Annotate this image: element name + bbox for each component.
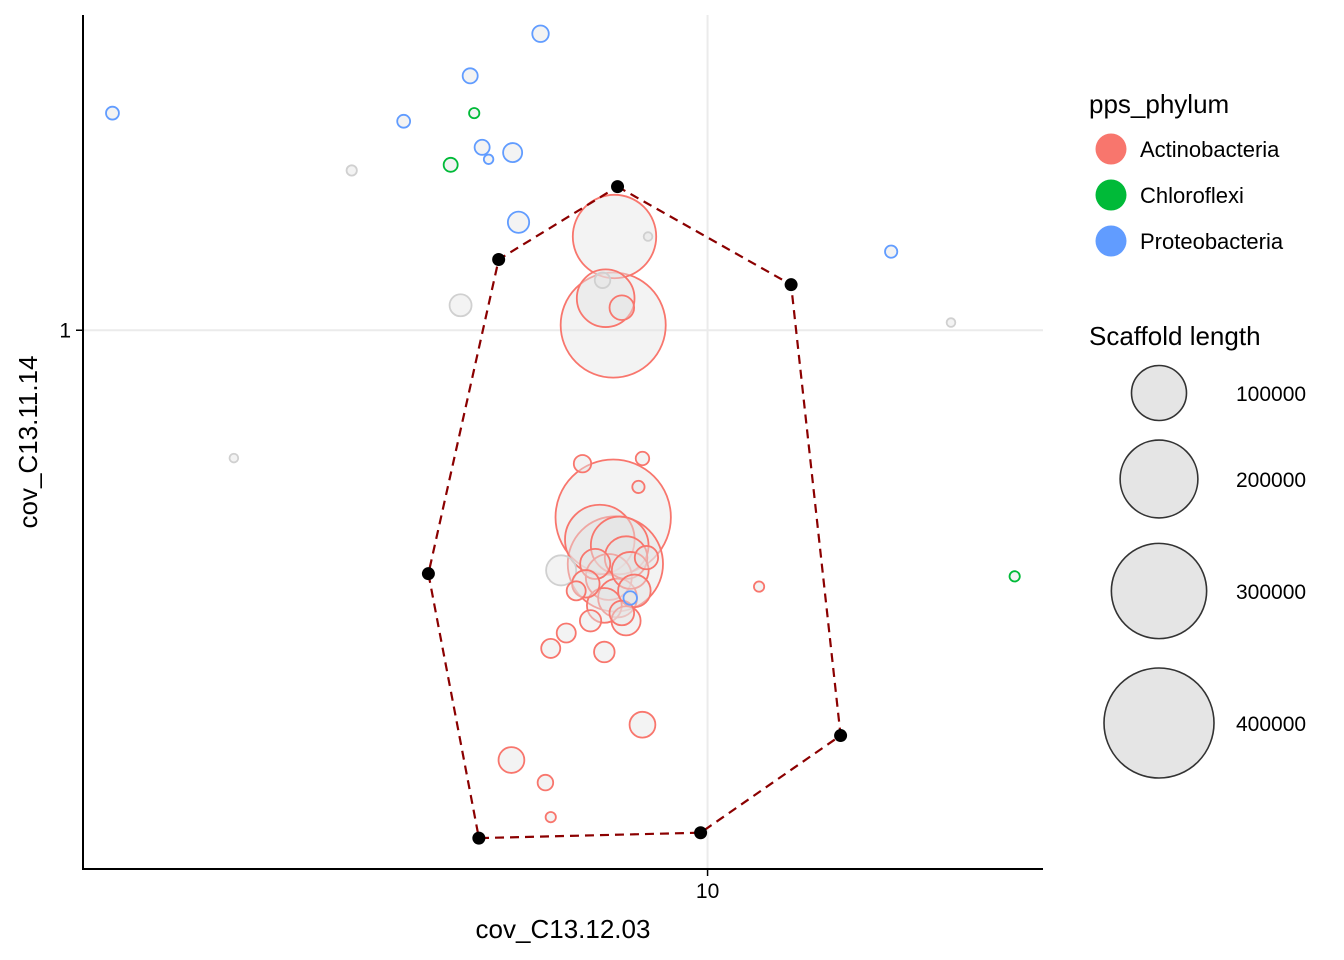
data-points <box>105 24 1021 824</box>
hull-vertex-0 <box>611 180 625 194</box>
data-point-32 <box>617 573 652 608</box>
data-point-49 <box>544 811 557 824</box>
data-point-47 <box>497 746 526 774</box>
legend-label-proteobacteria: Proteobacteria <box>1140 229 1284 254</box>
data-point-38 <box>633 545 660 571</box>
hull-vertex-5 <box>421 567 435 581</box>
hull-outline <box>427 185 842 840</box>
data-point-18 <box>559 271 667 379</box>
data-point-9 <box>345 164 358 177</box>
data-point-36 <box>579 609 603 633</box>
data-point-50 <box>753 580 766 593</box>
legend-size-circle-2 <box>1110 542 1208 640</box>
data-point-29 <box>610 551 650 590</box>
selection-hull <box>421 180 848 845</box>
legend-size-label-0: 100000 <box>1236 383 1306 406</box>
legend-size-entries: 100000 200000 300000 400000 <box>1103 364 1306 779</box>
data-point-41 <box>545 554 578 587</box>
hull-vertex-4 <box>472 831 486 845</box>
data-point-27 <box>603 535 649 580</box>
data-point-6 <box>502 142 524 163</box>
data-point-45 <box>593 640 616 664</box>
data-point-1 <box>461 67 479 85</box>
data-point-16 <box>608 294 636 321</box>
legend-label-chloroflexi: Chloroflexi <box>1140 183 1244 208</box>
data-point-17 <box>448 293 473 318</box>
data-point-35 <box>608 599 636 627</box>
data-point-43 <box>555 622 577 644</box>
data-point-44 <box>540 637 562 659</box>
data-point-20 <box>228 452 240 464</box>
hull-vertex-2 <box>834 729 848 743</box>
legend: pps_phylum Actinobacteria Chloroflexi Prot… <box>1089 89 1306 779</box>
legend-color-title: pps_phylum <box>1089 89 1229 119</box>
legend-size-title: Scaffold length <box>1089 321 1261 351</box>
data-point-51 <box>1008 570 1021 583</box>
data-point-2 <box>105 105 120 121</box>
data-point-22 <box>634 450 651 467</box>
data-point-13 <box>571 193 658 280</box>
data-point-11 <box>642 231 654 242</box>
hull-vertex-6 <box>492 252 506 266</box>
legend-swatch-chloroflexi <box>1095 179 1127 211</box>
data-point-15 <box>575 268 636 328</box>
data-point-14 <box>593 271 612 289</box>
legend-size-label-1: 200000 <box>1236 469 1306 492</box>
data-point-19 <box>945 317 957 328</box>
legend-size-circle-1 <box>1119 439 1199 519</box>
legend-size-circle-0 <box>1130 364 1188 422</box>
hull-vertex-1 <box>784 278 798 292</box>
legend-size-label-2: 300000 <box>1236 581 1306 604</box>
legend-size-circle-3 <box>1103 667 1215 779</box>
data-point-21 <box>572 454 593 474</box>
data-point-28 <box>579 547 612 580</box>
legend-swatch-proteobacteria <box>1095 225 1127 257</box>
data-point-31 <box>571 569 601 599</box>
legend-color-entries: Actinobacteria Chloroflexi Proteobacteria <box>1095 133 1284 257</box>
data-point-0 <box>531 24 550 43</box>
data-point-12 <box>884 244 899 259</box>
legend-swatch-actinobacteria <box>1095 133 1127 165</box>
data-point-48 <box>536 773 555 792</box>
data-point-4 <box>468 107 481 120</box>
data-point-10 <box>506 210 531 234</box>
data-point-8 <box>442 156 459 173</box>
y-axis-label: cov_C13.11.14 <box>13 356 43 529</box>
data-point-37 <box>565 580 587 602</box>
axes <box>82 15 1043 870</box>
hull-vertex-3 <box>694 826 708 840</box>
y-tick-label-0: 1 <box>59 319 71 342</box>
data-point-23 <box>631 479 646 494</box>
data-point-3 <box>396 113 412 129</box>
data-point-40 <box>622 590 638 606</box>
tick-marks: 10 1 <box>59 319 719 903</box>
data-point-46 <box>628 710 657 739</box>
data-point-5 <box>473 138 491 156</box>
x-axis-label: cov_C13.12.03 <box>476 914 651 944</box>
legend-label-actinobacteria: Actinobacteria <box>1140 137 1280 162</box>
grid-lines <box>83 15 1043 869</box>
legend-size-label-3: 400000 <box>1236 713 1306 736</box>
x-tick-label-0: 10 <box>696 880 719 903</box>
data-point-7 <box>482 153 495 165</box>
